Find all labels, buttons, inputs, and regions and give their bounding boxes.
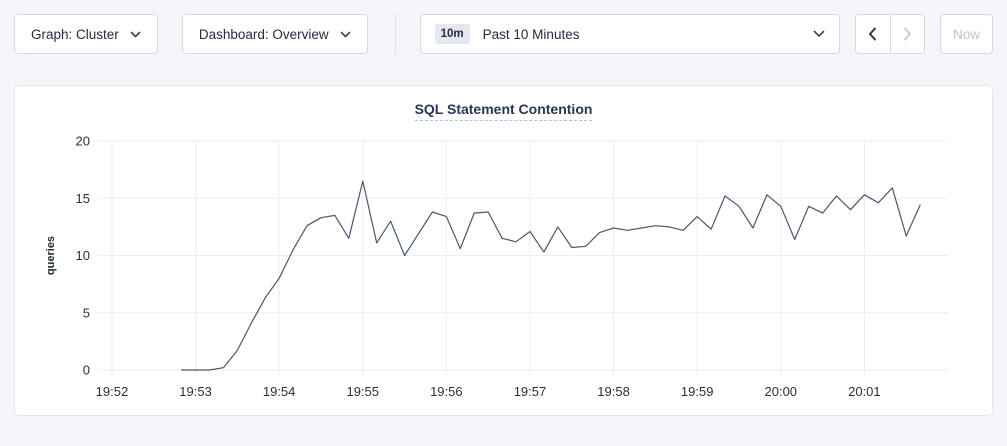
toolbar: Graph: Cluster Dashboard: Overview 10m P… [14,14,994,54]
chart-title[interactable]: SQL Statement Contention [414,101,593,121]
chevron-down-icon [340,31,351,38]
prev-time-button[interactable] [856,15,891,53]
svg-text:20: 20 [76,134,90,149]
next-time-button[interactable] [890,15,925,53]
svg-text:19:58: 19:58 [597,384,630,399]
chevron-down-icon [813,30,825,38]
time-range-label: Past 10 Minutes [482,26,580,42]
svg-text:20:01: 20:01 [848,384,881,399]
chart-title-row: SQL Statement Contention [15,86,992,121]
graph-dropdown-label: Graph: Cluster [31,26,119,42]
graph-dropdown[interactable]: Graph: Cluster [14,14,158,54]
svg-text:19:59: 19:59 [681,384,714,399]
svg-text:19:52: 19:52 [96,384,129,399]
svg-text:10: 10 [76,248,90,263]
svg-text:5: 5 [83,305,90,320]
svg-text:19:56: 19:56 [430,384,463,399]
chevron-down-icon [130,31,141,38]
time-step-buttons [855,14,926,54]
time-window-badge: 10m [434,24,470,44]
svg-text:19:57: 19:57 [514,384,547,399]
svg-text:19:55: 19:55 [346,384,379,399]
svg-text:20:00: 20:00 [765,384,798,399]
chevron-right-icon [903,27,912,41]
svg-text:19:53: 19:53 [179,384,212,399]
dashboard-dropdown-label: Dashboard: Overview [198,26,329,42]
svg-text:queries: queries [45,236,57,275]
svg-text:0: 0 [83,363,90,378]
now-button[interactable]: Now [940,14,994,54]
contention-line-chart: 0 5 10 15 20 19:52 19:53 19:54 19:55 19:56 19:57 19… [45,134,948,399]
time-range-picker[interactable]: 10m Past 10 Minutes [419,14,841,54]
chart-panel: SQL Statement Contention 0 5 10 15 20 19:52 19… [14,85,993,416]
svg-text:15: 15 [76,191,90,206]
chevron-left-icon [868,27,877,41]
toolbar-divider [394,14,396,54]
dashboard-dropdown[interactable]: Dashboard: Overview [181,14,368,54]
svg-text:19:54: 19:54 [263,384,296,399]
